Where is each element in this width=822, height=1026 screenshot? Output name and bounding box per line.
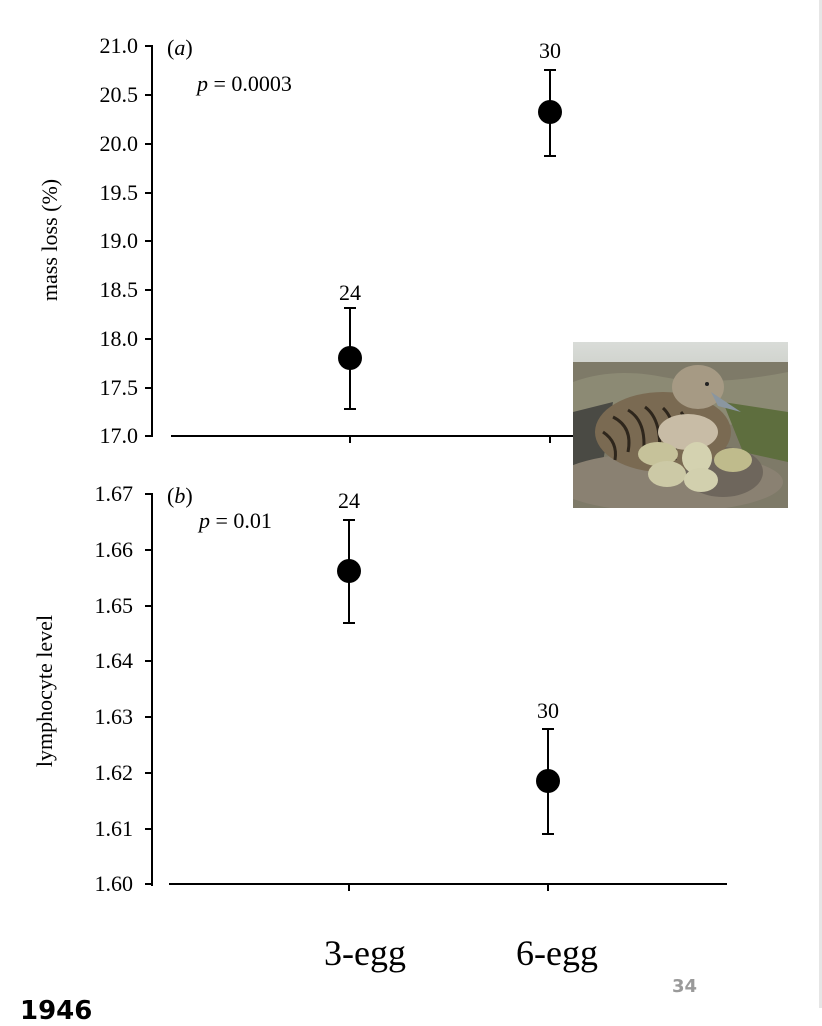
panel-b-x-tick xyxy=(348,885,350,891)
panel-a-ytick-label: 18.5 xyxy=(99,277,139,302)
panel-a-tag: (a) xyxy=(167,35,193,60)
panel-a-ytick-label: 17.5 xyxy=(99,375,139,400)
panel-a-y-tick xyxy=(145,240,152,242)
panel-b-ytick-label: 1.65 xyxy=(94,593,134,618)
panel-b-y-tick xyxy=(145,828,152,830)
panel-a-x-axis xyxy=(171,435,576,437)
panel-a-ytick-label: 21.0 xyxy=(99,33,139,58)
panel-b-y-label: lymphocyte level xyxy=(32,614,57,768)
panel-a-errcap xyxy=(344,408,356,410)
panel-b-ytick-label: 1.66 xyxy=(94,537,134,562)
panel-a-x-tick xyxy=(549,437,551,443)
panel-a-errcap xyxy=(544,155,556,157)
panel-a-y-tick xyxy=(145,387,152,389)
panel-a-ytick-label: 19.5 xyxy=(99,180,139,205)
panel-a-y-axis xyxy=(151,45,153,437)
panel-a-y-tick xyxy=(145,289,152,291)
panel-b-ytick-label: 1.62 xyxy=(94,760,134,785)
panel-a-y-tick xyxy=(145,143,152,145)
panel-a-n-label: 30 xyxy=(539,38,561,63)
panel-a-ytick-label: 20.5 xyxy=(99,82,139,107)
panel-a-point-3egg xyxy=(338,346,362,370)
panel-b-tag: (b) xyxy=(167,483,193,508)
panel-a-ytick-label: 20.0 xyxy=(99,131,139,156)
panel-b-y-axis xyxy=(151,493,153,886)
panel-a-ytick-label: 19.0 xyxy=(99,228,139,253)
panel-b-ytick-label: 1.60 xyxy=(94,871,134,896)
panel-b-ytick-label: 1.63 xyxy=(94,704,134,729)
panel-b-x-tick xyxy=(547,885,549,891)
panel-a-p-value: p = 0.0003 xyxy=(197,71,292,96)
panel-b-y-tick xyxy=(145,549,152,551)
panel-b-ytick-label: 1.67 xyxy=(94,481,134,506)
panel-b-ytick-label: 1.64 xyxy=(94,648,134,673)
panel-b-point-6egg xyxy=(536,769,560,793)
panel-b-n-label: 30 xyxy=(537,698,559,723)
panel-b-p-value: p = 0.01 xyxy=(199,508,272,533)
panel-b-errcap xyxy=(542,833,554,835)
panel-b-y-tick xyxy=(145,716,152,718)
panel-a-y-tick xyxy=(145,192,152,194)
panel-b-ytick-label: 1.61 xyxy=(94,816,134,841)
panel-b-x-axis xyxy=(169,883,727,885)
panel-a-y-label: mass loss (%) xyxy=(37,178,62,302)
panel-a-y-tick xyxy=(145,94,152,96)
page-number: 34 xyxy=(672,976,698,997)
panel-b-y-tick xyxy=(145,493,152,495)
panel-a-ytick-label: 17.0 xyxy=(99,423,139,448)
panel-b-point-3egg xyxy=(337,559,361,583)
panel-b-y-tick xyxy=(145,772,152,774)
panel-a-n-label: 24 xyxy=(339,280,361,305)
panel-b-errcap xyxy=(343,622,355,624)
panel-a-y-tick xyxy=(145,338,152,340)
panel-a-y-tick xyxy=(145,435,152,437)
right-edge-strip xyxy=(819,0,822,1008)
panel-a-y-tick xyxy=(145,45,152,47)
panel-b-n-label: 24 xyxy=(338,488,360,513)
eider-duck-photo xyxy=(573,342,788,508)
panel-a-point-6egg xyxy=(538,100,562,124)
panel-b-y-tick xyxy=(145,660,152,662)
panel-b-y-tick xyxy=(145,883,152,885)
panel-b-y-tick xyxy=(145,605,152,607)
partial-bottom-text: 1946 xyxy=(20,996,93,1026)
x-category-3egg: 3-egg xyxy=(324,933,406,973)
panel-a-x-tick xyxy=(349,437,351,443)
x-category-6egg: 6-egg xyxy=(516,933,598,973)
panel-a-ytick-label: 18.0 xyxy=(99,326,139,351)
